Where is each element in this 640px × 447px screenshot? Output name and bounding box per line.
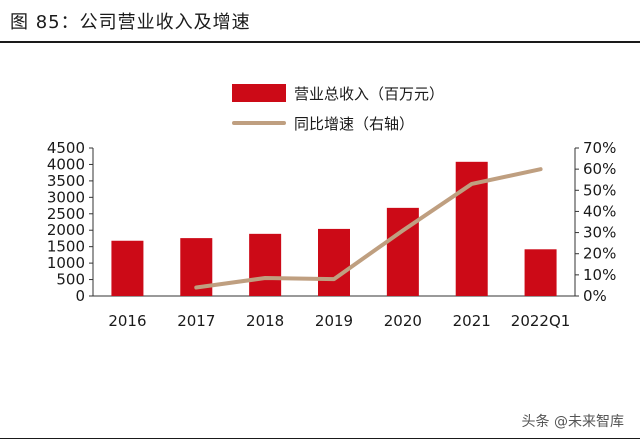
legend-label-revenue: 营业总收入（百万元） (294, 84, 445, 103)
growth-line (194, 167, 543, 290)
legend-line-swatch (232, 121, 286, 125)
right-tick-label: 20% (583, 245, 616, 263)
growth-series-line (194, 167, 543, 290)
left-tick-label: 4500 (47, 139, 85, 157)
left-tick-label: 2500 (47, 205, 85, 223)
x-tick-label: 2020 (384, 312, 422, 330)
x-tick-label: 2021 (453, 312, 491, 330)
right-tick-label: 0% (583, 287, 607, 305)
left-tick-label: 0 (75, 287, 85, 305)
right-tick-label: 60% (583, 160, 616, 178)
legend-bar-swatch (232, 84, 286, 102)
legend-item-revenue: 营业总收入（百万元） (232, 78, 444, 108)
left-tick-label: 1000 (47, 254, 85, 272)
revenue-bar (318, 228, 350, 296)
chart-legend: 营业总收入（百万元） 同比增速（右轴） (232, 78, 444, 138)
growth-point (402, 229, 404, 231)
bottom-rule (0, 438, 640, 439)
right-tick-label: 70% (583, 139, 616, 157)
revenue-bars (111, 161, 557, 296)
revenue-bar (111, 240, 144, 296)
right-tick-label: 50% (583, 181, 616, 199)
legend-label-growth: 同比增速（右轴） (294, 114, 415, 133)
growth-point (471, 183, 473, 185)
growth-point (333, 278, 335, 280)
left-tick-label: 3000 (47, 188, 85, 206)
legend-item-growth: 同比增速（右轴） (232, 108, 444, 138)
growth-point (264, 277, 266, 279)
growth-point (540, 168, 542, 170)
revenue-bar (249, 233, 282, 296)
right-tick-label: 10% (583, 266, 616, 284)
x-tick-label: 2022Q1 (511, 312, 571, 330)
right-tick-label: 30% (583, 224, 616, 242)
left-tick-label: 1500 (47, 238, 85, 256)
right-tick-label: 40% (583, 202, 616, 220)
x-tick-label: 2018 (246, 312, 284, 330)
title-rule (0, 41, 640, 43)
growth-point (195, 287, 197, 289)
figure-title: 图 85：公司营业收入及增速 (10, 12, 251, 33)
left-tick-label: 2000 (47, 221, 85, 239)
x-tick-label: 2017 (177, 312, 215, 330)
revenue-bar (524, 249, 557, 296)
left-tick-label: 3500 (47, 172, 85, 190)
watermark: 头条 @未来智库 (521, 414, 624, 430)
x-tick-label: 2019 (315, 312, 353, 330)
left-tick-label: 4000 (47, 155, 85, 173)
left-tick-label: 500 (56, 271, 85, 289)
x-tick-label: 2016 (108, 312, 146, 330)
